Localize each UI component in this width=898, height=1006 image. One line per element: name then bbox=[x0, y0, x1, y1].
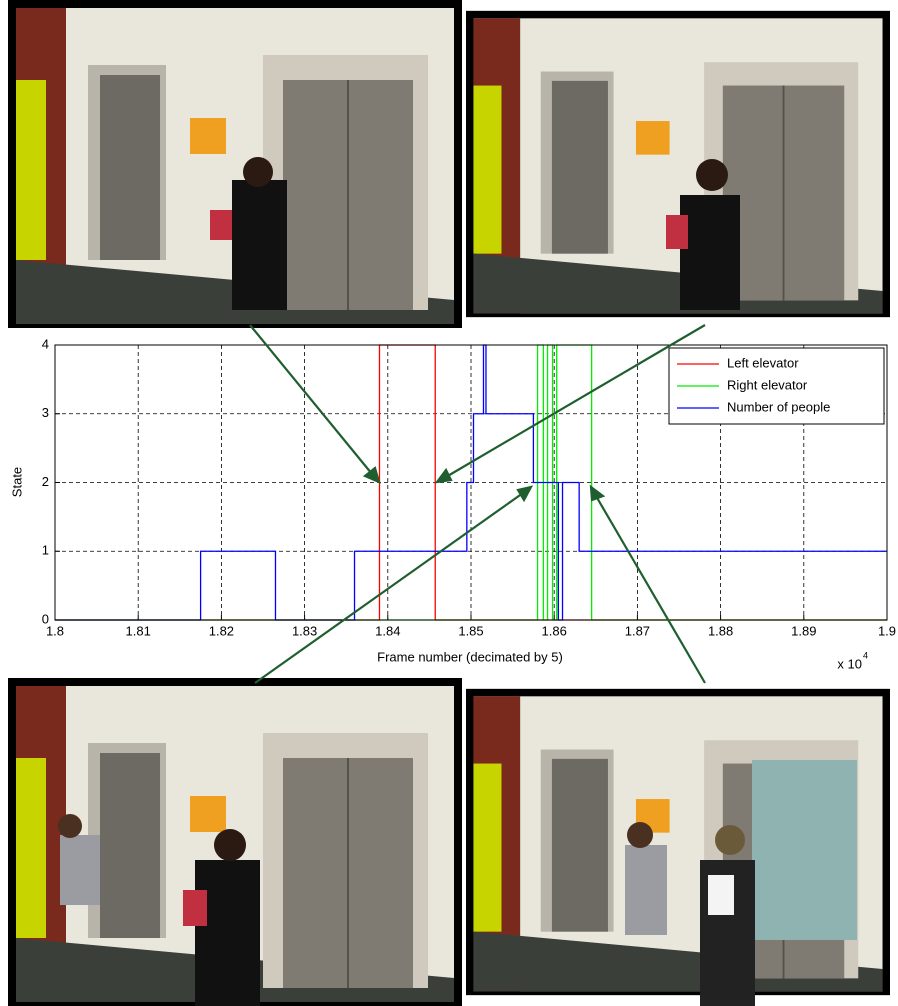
x-tick-label: 1.82 bbox=[209, 623, 234, 638]
x-tick-label: 1.86 bbox=[542, 623, 567, 638]
legend-label: Left elevator bbox=[727, 355, 799, 370]
x-tick-label: 1.85 bbox=[458, 623, 483, 638]
x-tick-label: 1.89 bbox=[791, 623, 816, 638]
x-multiplier-exponent: 4 bbox=[863, 650, 868, 660]
figure: State Frame number (decimated by 5) x 10… bbox=[0, 0, 898, 1006]
photo-bottom-left bbox=[8, 678, 462, 1006]
y-tick-label: 3 bbox=[42, 405, 49, 420]
photo-top-right bbox=[466, 11, 890, 317]
y-tick-label: 2 bbox=[42, 474, 49, 489]
y-tick-label: 4 bbox=[42, 336, 49, 351]
x-tick-label: 1.87 bbox=[625, 623, 650, 638]
photo-top-left bbox=[8, 0, 462, 328]
x-axis-label: Frame number (decimated by 5) bbox=[377, 649, 563, 664]
y-tick-label: 1 bbox=[42, 543, 49, 558]
x-multiplier: x 10 bbox=[837, 656, 862, 671]
x-tick-label: 1.8 bbox=[46, 623, 64, 638]
x-tick-label: 1.9 bbox=[878, 623, 896, 638]
legend-label: Number of people bbox=[727, 399, 830, 414]
legend-label: Right elevator bbox=[727, 377, 808, 392]
x-tick-label: 1.84 bbox=[375, 623, 400, 638]
x-tick-label: 1.81 bbox=[126, 623, 151, 638]
chart: State Frame number (decimated by 5) x 10… bbox=[0, 332, 898, 677]
y-axis-label: State bbox=[9, 467, 24, 497]
x-tick-label: 1.88 bbox=[708, 623, 733, 638]
x-tick-label: 1.83 bbox=[292, 623, 317, 638]
photo-bottom-right bbox=[466, 689, 890, 1006]
